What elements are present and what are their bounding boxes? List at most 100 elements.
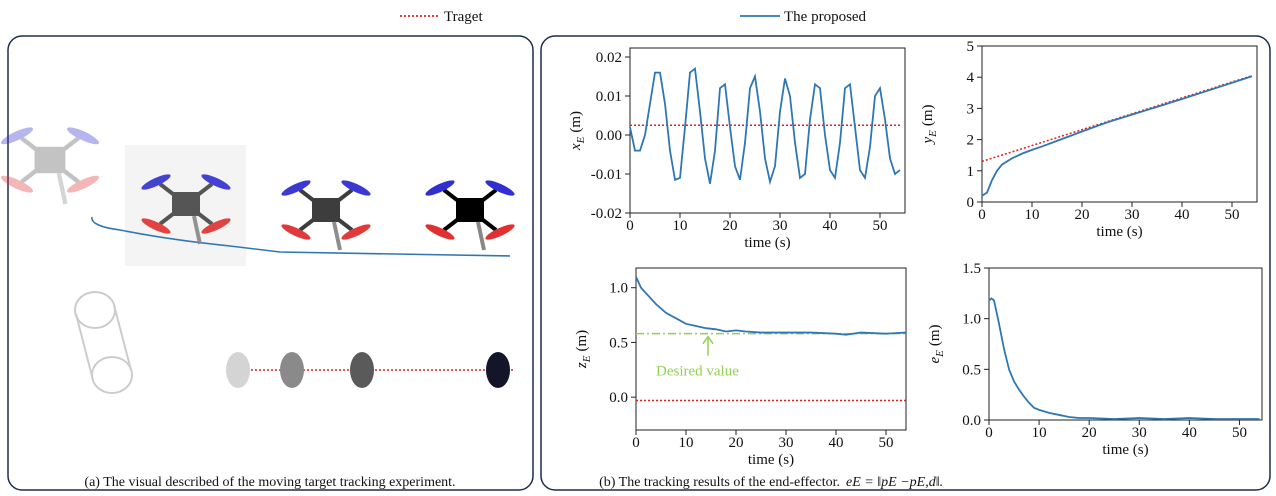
plot-frame xyxy=(635,267,907,431)
y-label-sub: E xyxy=(575,136,587,144)
propeller xyxy=(341,180,371,196)
drone-body xyxy=(456,198,484,222)
drone xyxy=(281,180,371,251)
propeller xyxy=(66,175,100,193)
y-label-unit: (m) xyxy=(574,330,590,352)
x-tick-label: 50 xyxy=(879,435,894,451)
y-label-var: y xyxy=(920,137,936,146)
x-axis-label: time (s) xyxy=(1102,442,1148,458)
y-axis-label: xE (m) xyxy=(568,111,587,151)
x-tick-label: 40 xyxy=(1182,425,1197,441)
y-tick-label: 5 xyxy=(967,39,975,55)
y-axis-label: eE (m) xyxy=(927,324,946,363)
y-axis-label: yE (m) xyxy=(920,104,939,145)
series-line xyxy=(988,297,1260,420)
plot-frame xyxy=(988,267,1263,421)
drone-body xyxy=(312,198,340,222)
x-tick-label: 20 xyxy=(723,218,738,234)
y-tick-label: -0.01 xyxy=(591,167,622,183)
propeller xyxy=(425,224,455,240)
target xyxy=(486,352,510,388)
drone-arm xyxy=(48,158,80,184)
propeller xyxy=(141,174,171,190)
drone xyxy=(0,127,100,205)
y-tick-label: 0.0 xyxy=(962,413,981,429)
y-tick-label: 0.00 xyxy=(596,128,622,144)
x-tick-label: 40 xyxy=(829,435,844,451)
drone xyxy=(425,180,515,251)
propeller xyxy=(201,174,231,190)
x-tick-label: 0 xyxy=(632,435,640,451)
y-label-var: e xyxy=(927,357,943,364)
trajectory xyxy=(91,216,511,257)
y-tick-label: 1.0 xyxy=(609,281,628,297)
propeller xyxy=(66,127,100,145)
y-axis-label: zE (m) xyxy=(574,330,593,369)
y-tick-label: -0.02 xyxy=(591,206,622,222)
caption-a: (a) The visual described of the moving t… xyxy=(84,475,455,490)
series-line xyxy=(635,276,907,336)
cylinder xyxy=(74,291,133,394)
y-label-sub: E xyxy=(934,350,946,358)
x-axis-label: time (s) xyxy=(748,452,794,468)
target xyxy=(280,352,304,388)
target xyxy=(350,352,374,388)
y-tick-label: 0.02 xyxy=(596,50,622,66)
x-tick-label: 50 xyxy=(873,218,888,234)
drone xyxy=(141,174,231,245)
x-tick-label: 50 xyxy=(1225,207,1240,223)
x-tick-label: 0 xyxy=(626,218,634,234)
y-tick-label: 1.5 xyxy=(962,261,981,277)
x-tick-label: 20 xyxy=(1082,425,1097,441)
y-tick-label: 3 xyxy=(967,101,975,117)
x-tick-label: 0 xyxy=(978,207,986,223)
propeller xyxy=(281,180,311,196)
legend-label: The proposed xyxy=(784,9,867,25)
propeller xyxy=(341,224,371,240)
panel-a xyxy=(7,35,534,491)
y-tick-label: 0.0 xyxy=(609,390,628,406)
drone-arm xyxy=(56,172,68,205)
y-tick-label: 4 xyxy=(967,70,975,86)
y-label-var: z xyxy=(574,362,590,369)
panel-b xyxy=(540,35,1271,491)
x-tick-label: 10 xyxy=(1025,207,1040,223)
drone-arm xyxy=(48,136,80,162)
x-tick-label: 20 xyxy=(729,435,744,451)
annotation: Desired value xyxy=(656,364,739,380)
propeller xyxy=(141,218,171,234)
drone-body xyxy=(34,146,66,174)
x-axis-label: time (s) xyxy=(1096,224,1142,240)
y-tick-label: 0.5 xyxy=(609,335,628,351)
x-tick-label: 30 xyxy=(773,218,788,234)
y-label-unit: (m) xyxy=(920,104,936,126)
drone-arm xyxy=(476,221,486,251)
propeller xyxy=(485,180,515,196)
propeller xyxy=(0,175,34,193)
y-label-var: x xyxy=(568,143,584,151)
propeller xyxy=(0,127,34,145)
caption-b: (b) The tracking results of the end-effe… xyxy=(599,475,840,490)
x-tick-label: 0 xyxy=(985,425,993,441)
drone-arm xyxy=(20,136,52,162)
propeller xyxy=(425,180,455,196)
y-label-unit: (m) xyxy=(927,324,943,346)
y-tick-label: 0.5 xyxy=(962,362,981,378)
propeller xyxy=(281,224,311,240)
legend-label: Traget xyxy=(444,9,483,25)
x-tick-label: 40 xyxy=(1175,207,1190,223)
arrow-head xyxy=(702,335,714,345)
target xyxy=(226,352,250,388)
x-axis-label: time (s) xyxy=(744,235,790,251)
x-tick-label: 10 xyxy=(1032,425,1047,441)
drone-arm xyxy=(332,221,342,251)
plot-frame xyxy=(629,47,906,214)
propeller xyxy=(201,218,231,234)
drone-arm xyxy=(192,215,202,245)
propeller xyxy=(485,224,515,240)
x-tick-label: 30 xyxy=(779,435,794,451)
x-tick-label: 30 xyxy=(1132,425,1147,441)
y-label-sub: E xyxy=(581,355,593,363)
caption-formula: eE = ‖pE −pE,d‖. xyxy=(846,475,943,490)
